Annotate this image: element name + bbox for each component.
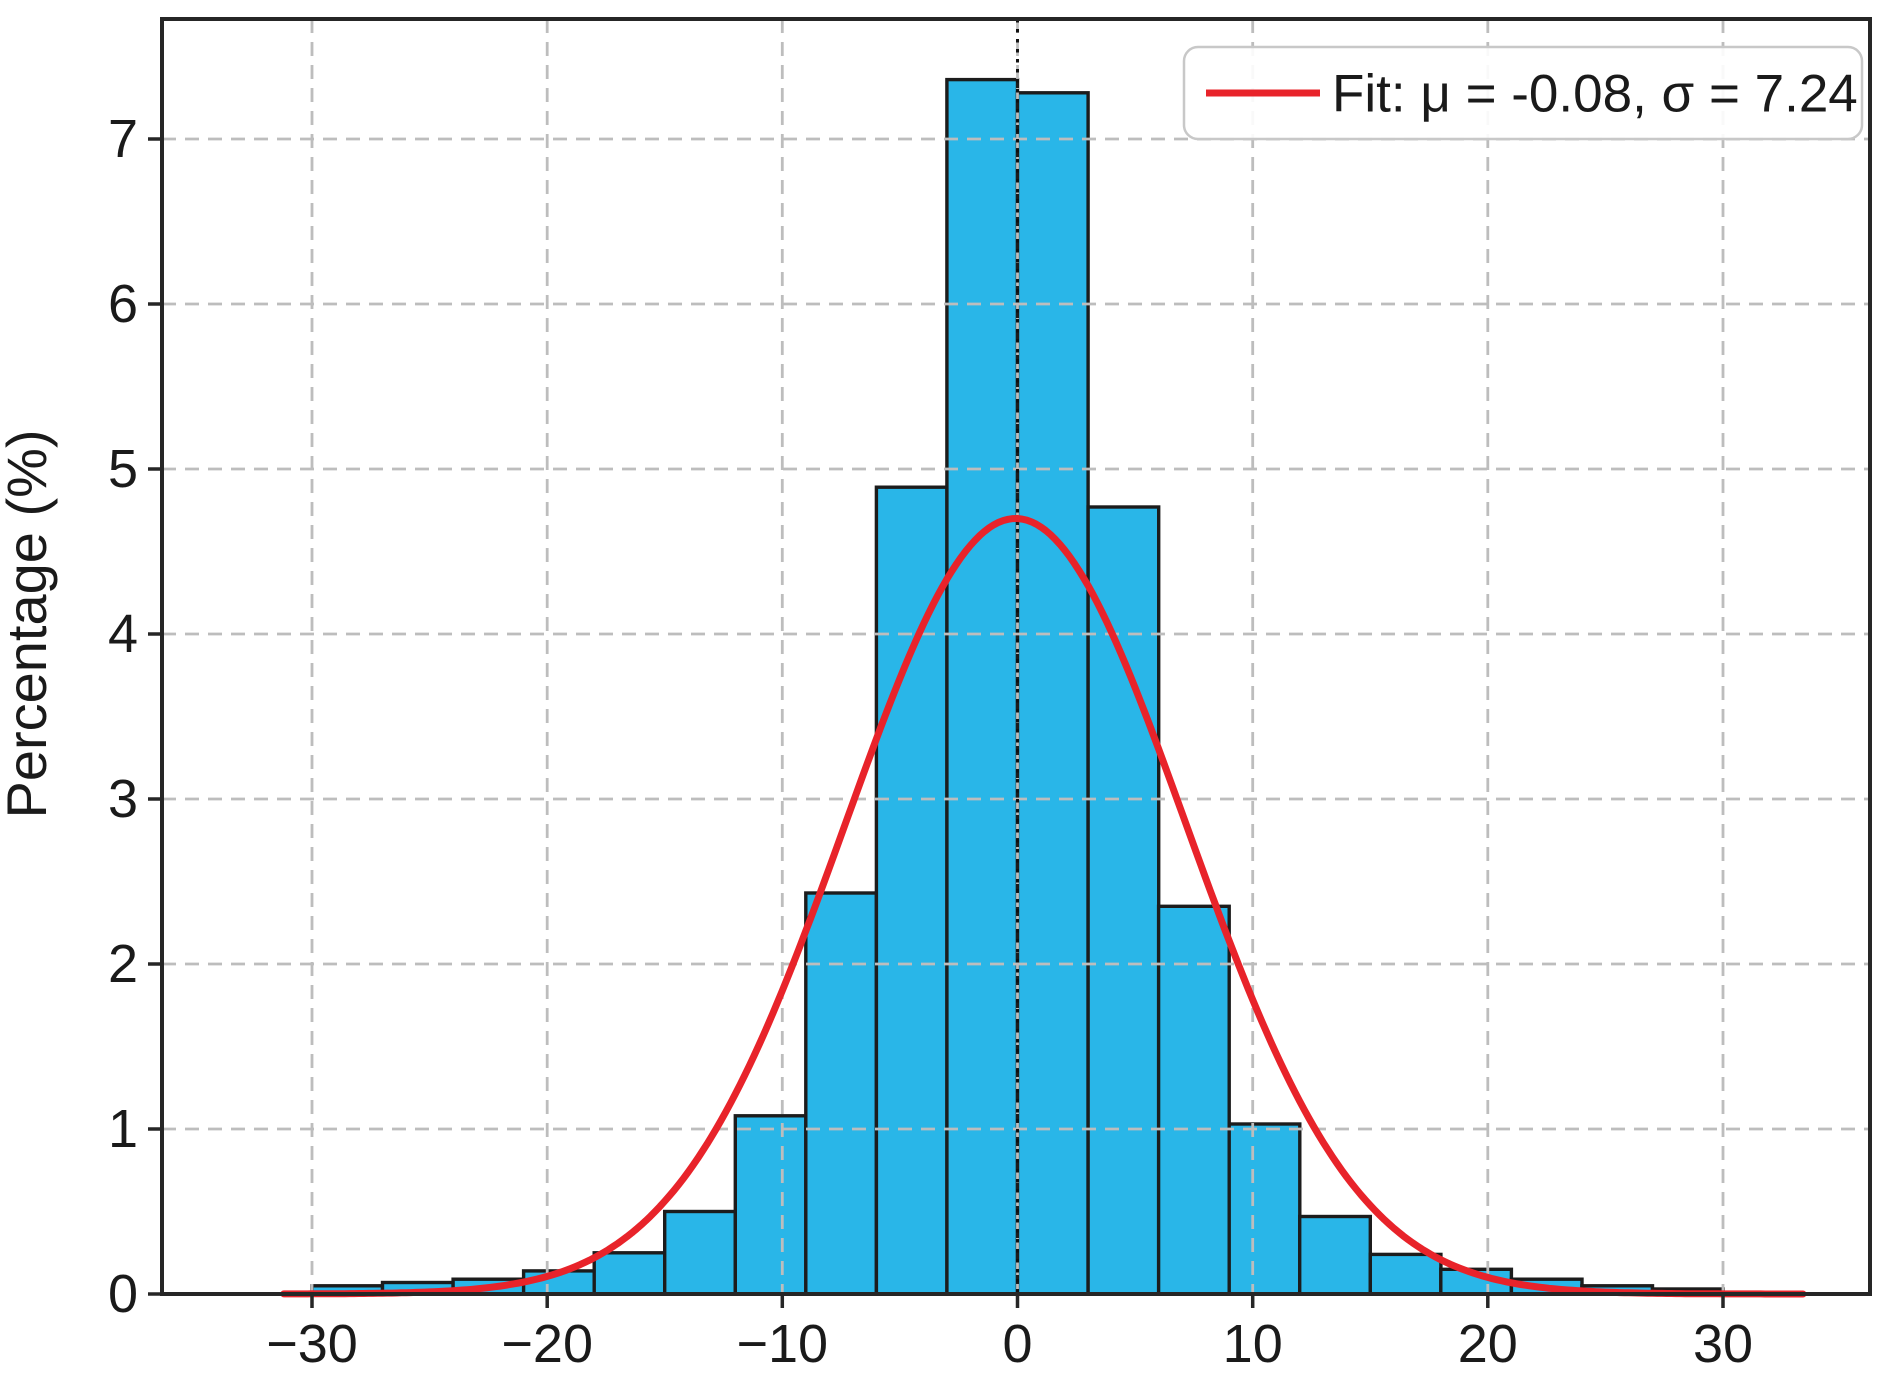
histogram-bar: [1086, 505, 1161, 1296]
legend-box: [1182, 45, 1864, 141]
histogram-bar: [1297, 1214, 1372, 1296]
histogram-bar: [1227, 1122, 1302, 1296]
legend: Fit: μ = -0.08, σ = 7.24: [1182, 45, 1864, 141]
legend-label: Fit: μ = -0.08, σ = 7.24: [1332, 65, 1858, 124]
y-tick-label: 1: [108, 1099, 138, 1159]
y-tick-label: 7: [108, 109, 138, 169]
tick-labels: −30 −20 −10 0 10 20 30 0 1 2 3 4 5 6 7: [108, 109, 1753, 1374]
y-axis-label: Percentage (%): [0, 429, 58, 818]
y-tick-label: 4: [108, 604, 138, 664]
y-tick-label: 6: [108, 274, 138, 334]
histogram-bar: [1015, 91, 1090, 1296]
histogram-bar: [592, 1251, 667, 1296]
histogram-bar: [945, 77, 1020, 1296]
x-tick-label: 30: [1693, 1314, 1753, 1374]
x-tick-label: 20: [1458, 1314, 1518, 1374]
histogram-bar: [874, 485, 949, 1296]
x-tick-label: −10: [736, 1314, 828, 1374]
x-tick-label: 0: [1002, 1314, 1032, 1374]
histogram-bar: [663, 1209, 738, 1296]
x-tick-label: 10: [1223, 1314, 1283, 1374]
x-tick-label: −20: [501, 1314, 593, 1374]
histogram-bar: [1368, 1252, 1443, 1296]
y-tick-label: 0: [108, 1264, 138, 1324]
y-tick-label: 3: [108, 769, 138, 829]
y-tick-label: 5: [108, 439, 138, 499]
histogram-bars: [310, 77, 1725, 1296]
fit-curve: [280, 515, 1807, 1298]
histogram-bar: [733, 1114, 808, 1296]
tick-marks: [148, 137, 1725, 1308]
histogram-bar: [804, 891, 879, 1296]
y-tick-label: 2: [108, 934, 138, 994]
histogram-bar: [1156, 904, 1231, 1296]
x-tick-label: −30: [266, 1314, 358, 1374]
